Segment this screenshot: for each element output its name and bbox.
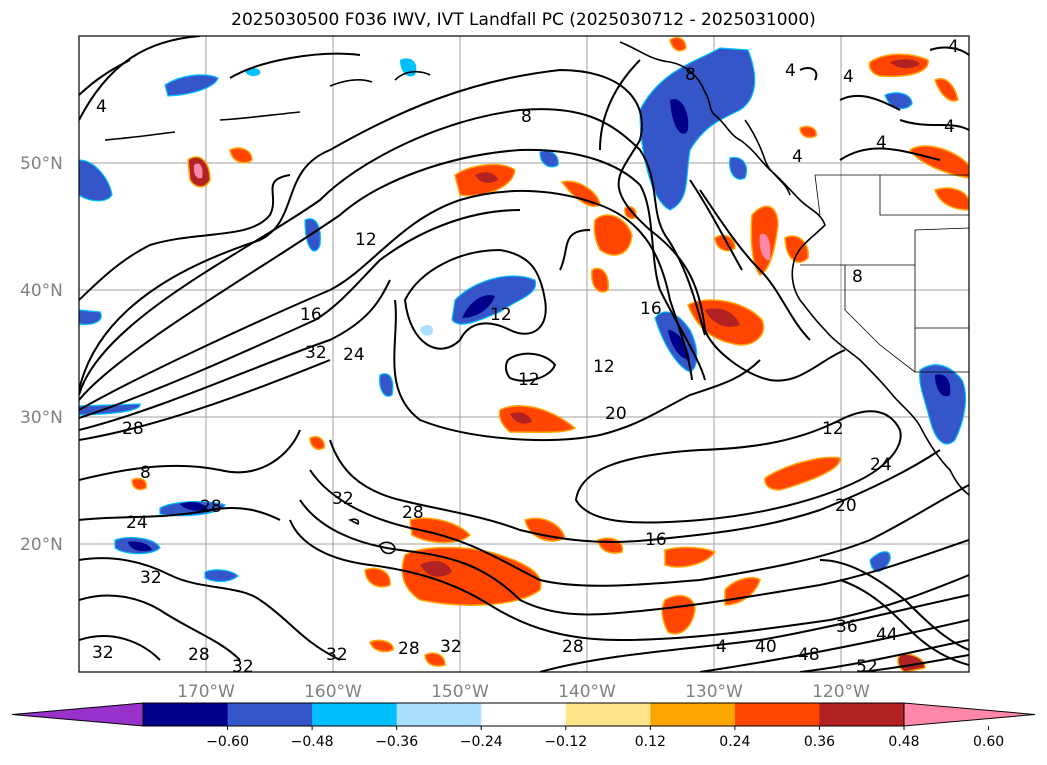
colorbar-tick-label: −0.60: [206, 734, 249, 750]
contour-label: 32: [332, 489, 354, 509]
colorbar-segment: [143, 703, 229, 726]
colorbar-tick-label: 0.12: [635, 734, 666, 750]
gridlines: [79, 36, 969, 672]
contour-label: 4: [948, 37, 959, 57]
contour-label: 12: [822, 419, 844, 439]
colorbar-segment: [565, 703, 651, 726]
lon-label: 150°W: [431, 682, 489, 702]
colorbar-tick-label: 0.36: [804, 734, 835, 750]
contour-label: 8: [852, 267, 863, 287]
lat-label: 50°N: [20, 154, 63, 174]
contour-label: 32: [440, 637, 462, 657]
lat-label: 20°N: [20, 535, 63, 555]
contour-label: 12: [518, 370, 540, 390]
contour-label: 28: [562, 637, 584, 657]
contour-label: 24: [870, 455, 892, 475]
contour-label: 36: [836, 617, 858, 637]
lon-label: 140°W: [558, 682, 616, 702]
contour-label: 48: [798, 645, 820, 665]
colorbar-segment: [312, 703, 398, 726]
map-frame: [78, 35, 970, 673]
colorbar-segment: [481, 703, 567, 726]
colorbar-extend-low: [11, 702, 144, 727]
lon-label: 160°W: [304, 682, 362, 702]
colorbar-segment: [650, 703, 736, 726]
contour-label: 28: [188, 645, 210, 665]
contour-label: 20: [835, 496, 857, 516]
lat-label: 40°N: [20, 281, 63, 301]
contour-label: 32: [326, 645, 348, 665]
state-borders: [800, 174, 969, 373]
contour-label: 28: [200, 497, 222, 517]
longitude-labels: 170°W 160°W 150°W 140°W 130°W 120°W: [177, 682, 870, 702]
contour-label: 16: [300, 305, 322, 325]
colorbar-extend-high: [903, 702, 1036, 727]
latitude-labels: 50°N 40°N 30°N 20°N: [20, 154, 63, 555]
contour-label: 4: [876, 133, 887, 153]
contour-label: 24: [126, 513, 148, 533]
contour-label: 40: [755, 637, 777, 657]
contour-label: 4: [843, 67, 854, 87]
colorbar-tick-label: −0.24: [460, 734, 503, 750]
contour-label: 4: [96, 97, 107, 117]
colorbar: −0.60 −0.48 −0.36 −0.24 −0.12 0.12 0.24 0.36 0.4…: [11, 702, 1036, 750]
colorbar-segment: [819, 703, 905, 726]
map-title: 2025030500 F036 IWV, IVT Landfall PC (20…: [231, 10, 816, 30]
lon-label: 170°W: [177, 682, 235, 702]
colorbar-segment: [734, 703, 820, 726]
contour-label: 4: [792, 147, 803, 167]
contour-label: 52: [856, 657, 878, 677]
contour-label: 32: [92, 643, 114, 663]
colorbar-tick-label: −0.48: [291, 734, 334, 750]
colorbar-tick-label: 0.24: [719, 734, 750, 750]
contour-label: 12: [355, 230, 377, 250]
map-content: [79, 36, 969, 672]
contour-label: 16: [640, 299, 662, 319]
contour-label: 4: [785, 61, 796, 81]
colorbar-tick-label: −0.12: [544, 734, 587, 750]
contour-label: 8: [140, 463, 151, 483]
contour-label: 12: [593, 357, 615, 377]
lat-label: 30°N: [20, 408, 63, 428]
contour-labels: 4 8 4 4 4 4 4 8 12 16 32 24 12 16 12 12 …: [92, 37, 959, 677]
contour-label: 4: [944, 117, 955, 137]
colorbar-tick-label: 0.60: [973, 734, 1004, 750]
contour-label: 28: [122, 419, 144, 439]
contour-label: 32: [232, 657, 254, 677]
lon-label: 130°W: [685, 682, 743, 702]
contour-label: 8: [685, 65, 696, 85]
contour-label: 28: [402, 503, 424, 523]
contour-label: 20: [605, 404, 627, 424]
coastlines: [104, 41, 969, 555]
contour-label: 12: [490, 305, 512, 325]
colorbar-segment: [227, 703, 313, 726]
colorbar-segment: [396, 703, 482, 726]
negative-anomaly-shading: [79, 47, 967, 583]
colorbar-tick-label: −0.36: [375, 734, 418, 750]
colorbar-frame: [142, 702, 905, 727]
colorbar-tick-label: 0.48: [888, 734, 919, 750]
contour-label: 16: [645, 530, 667, 550]
contour-label: 4: [716, 637, 727, 657]
contour-label: 24: [343, 345, 365, 365]
lon-label: 120°W: [812, 682, 870, 702]
iwv-contours: [79, 36, 969, 672]
contour-label: 32: [140, 568, 162, 588]
contour-label: 44: [876, 625, 898, 645]
contour-label: 32: [305, 343, 327, 363]
contour-label: 28: [398, 639, 420, 659]
contour-label: 8: [521, 107, 532, 127]
